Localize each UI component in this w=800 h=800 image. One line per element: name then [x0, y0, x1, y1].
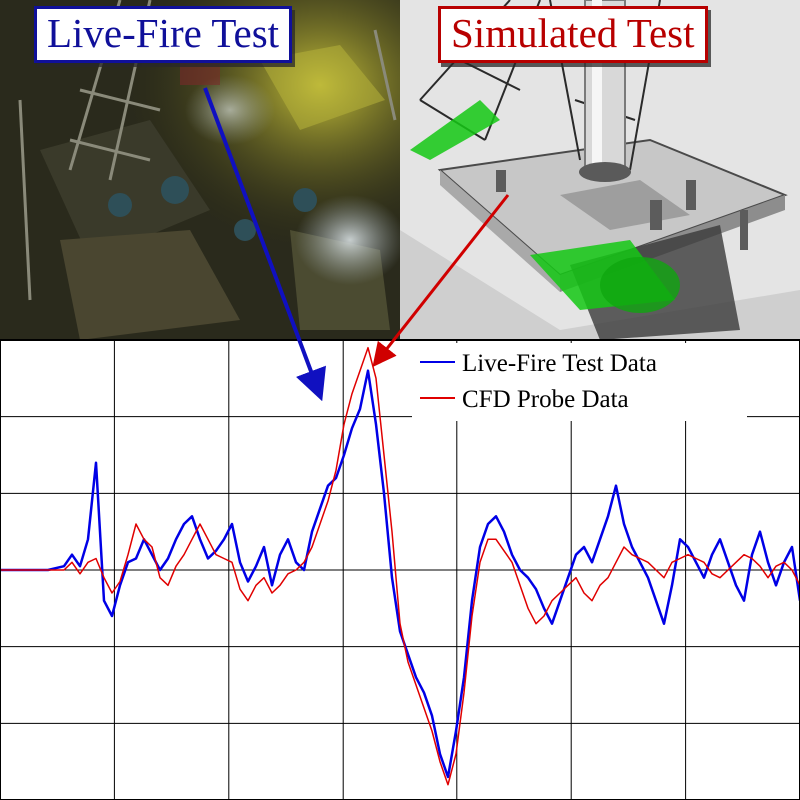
series-line-live-fire	[0, 369, 800, 779]
chart-series	[0, 346, 800, 786]
legend-label-live-fire: Live-Fire Test Data	[462, 350, 657, 377]
chart-grid	[0, 339, 800, 800]
simulated-label: Simulated Test	[438, 6, 708, 63]
chart-legend: Live-Fire Test Data CFD Probe Data	[412, 343, 747, 421]
legend-label-cfd: CFD Probe Data	[462, 386, 629, 413]
live-fire-label: Live-Fire Test	[34, 6, 293, 63]
series-line-cfd	[0, 346, 800, 786]
